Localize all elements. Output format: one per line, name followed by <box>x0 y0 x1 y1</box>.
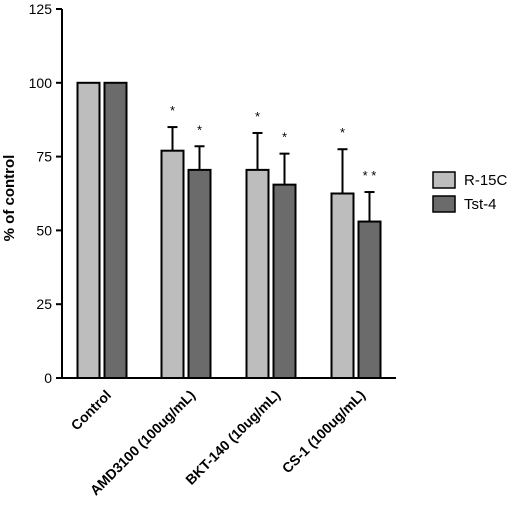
y-tick-label: 100 <box>29 75 53 91</box>
bar-tst-4 <box>187 168 212 379</box>
x-category-label: BKT-140 (10ug/mL) <box>182 387 283 488</box>
legend-swatch <box>432 171 456 189</box>
bars: * * * * * * * <box>62 81 396 380</box>
legend-label: R-15C <box>464 172 508 189</box>
bar-r-15c <box>245 168 270 379</box>
significance-marker: * <box>282 130 287 145</box>
significance-marker: * <box>197 122 202 137</box>
significance-marker: * <box>255 109 260 124</box>
x-category-label: CS-1 (100ug/mL) <box>279 387 368 476</box>
significance-marker: * <box>340 125 345 140</box>
significance-marker: * <box>170 103 175 118</box>
significance-marker: * * <box>363 168 377 183</box>
y-axis-title: % of control <box>1 155 18 242</box>
legend: R-15C Tst-4 <box>432 171 508 213</box>
y-tick-label: 75 <box>36 149 52 165</box>
legend-swatch <box>432 195 456 213</box>
y-tick-label: 50 <box>36 222 52 238</box>
y-axis: 0 25 50 75 100 125 <box>29 1 63 386</box>
bar-tst-4 <box>357 220 382 379</box>
x-category-label: Control <box>68 387 115 434</box>
y-tick-label: 125 <box>29 1 53 17</box>
bar-r-15c <box>160 149 185 379</box>
bar-tst-4 <box>103 81 128 380</box>
bar-r-15c <box>330 192 355 379</box>
legend-label: Tst-4 <box>464 196 497 213</box>
bar-r-15c <box>76 81 101 380</box>
y-tick-label: 25 <box>36 296 52 312</box>
bar-tst-4 <box>272 183 297 379</box>
y-tick-label: 0 <box>44 370 52 386</box>
